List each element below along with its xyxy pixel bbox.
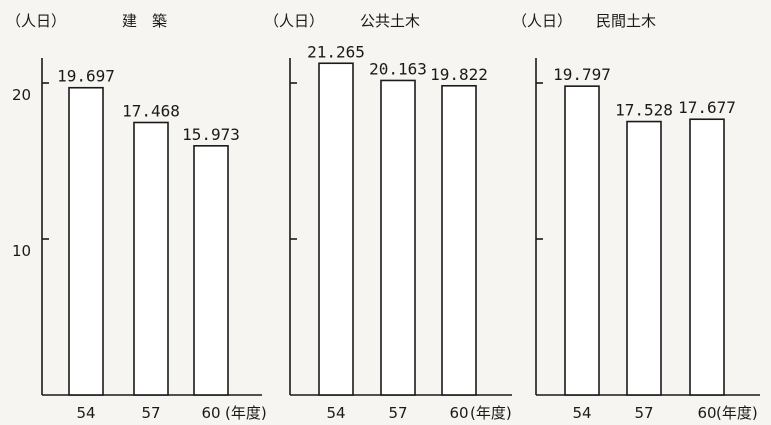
panel-minkan-doboku: （人日） 民間土木 19.797 17.528 17.677 54 57 60 … — [512, 12, 760, 422]
data-label: 19.797 — [553, 65, 611, 84]
data-label: 17.677 — [678, 98, 736, 117]
data-label: 19.697 — [57, 67, 115, 86]
panel-title: 建 築 — [122, 12, 167, 30]
unit-label: （人日） — [512, 12, 572, 30]
x-tick-label: 54 — [76, 404, 95, 422]
x-tick-label: 60 — [201, 404, 220, 422]
x-tick-label-group: 54 57 60 — [572, 404, 716, 422]
panel-kokyo-doboku: （人日） 公共土木 21.265 20.163 19.822 54 57 60 … — [264, 12, 512, 422]
x-tick-label: 54 — [572, 404, 591, 422]
y-tick-label-group: 20 10 — [12, 86, 31, 260]
data-label: 15.973 — [182, 125, 240, 144]
x-unit-label: (年度) — [716, 404, 758, 422]
unit-label: （人日） — [6, 12, 66, 30]
bar — [564, 85, 600, 396]
x-tick-label: 57 — [141, 404, 160, 422]
panel-title: 民間土木 — [596, 12, 656, 30]
bar — [133, 121, 169, 396]
x-tick-label: 54 — [326, 404, 345, 422]
panel-title: 公共土木 — [360, 12, 420, 30]
bar — [380, 79, 416, 396]
bar — [68, 86, 104, 396]
x-tick-label: 57 — [388, 404, 407, 422]
data-label-group: 21.265 20.163 19.822 — [307, 42, 488, 84]
x-unit-label: (年度) — [225, 404, 267, 422]
data-label-group: 19.797 17.528 17.677 — [553, 65, 736, 119]
bar — [193, 145, 229, 396]
bar-group — [564, 85, 725, 396]
data-label-group: 19.697 17.468 15.973 — [57, 67, 240, 144]
x-tick-label: 57 — [634, 404, 653, 422]
bar — [441, 84, 477, 396]
unit-label: （人日） — [264, 12, 324, 30]
x-unit-label: (年度) — [470, 404, 512, 422]
y-tick-label: 20 — [12, 86, 31, 104]
x-tick-label: 60 — [697, 404, 716, 422]
bar — [318, 62, 354, 396]
x-tick-label: 60 — [449, 404, 468, 422]
x-tick-label-group: 54 57 60 — [326, 404, 468, 422]
data-label: 21.265 — [307, 42, 365, 61]
bar-group — [318, 62, 477, 396]
bar — [626, 120, 662, 396]
y-tick-label: 10 — [12, 242, 31, 260]
data-label: 17.468 — [122, 101, 180, 120]
x-tick-label-group: 54 57 60 — [76, 404, 220, 422]
panel-kenchiku: （人日） 建 築 20 10 19.697 17.468 15.973 54 5… — [6, 12, 267, 422]
data-label: 19.822 — [430, 65, 488, 84]
data-label: 17.528 — [615, 101, 673, 120]
data-label: 20.163 — [369, 59, 427, 78]
bar — [689, 118, 725, 396]
bar-group — [68, 86, 229, 396]
